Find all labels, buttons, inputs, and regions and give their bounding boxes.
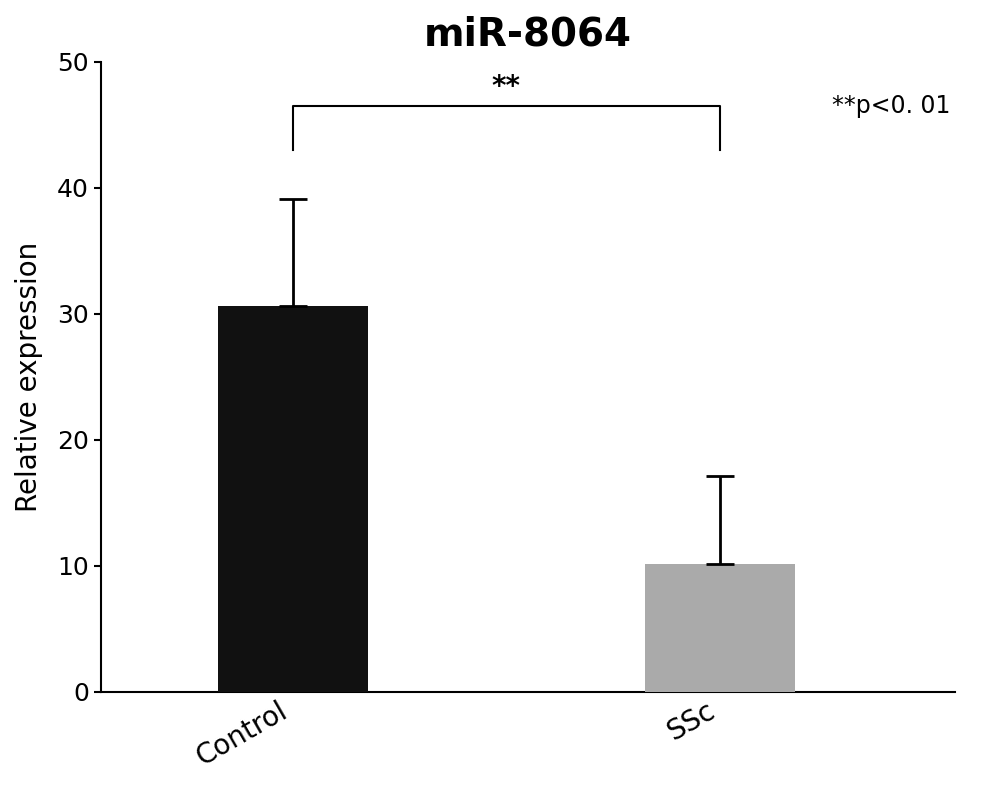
Text: **: ** xyxy=(492,73,521,101)
Bar xyxy=(218,306,368,692)
Bar xyxy=(645,564,795,692)
Text: **p<0. 01: **p<0. 01 xyxy=(832,94,950,119)
Title: miR-8064: miR-8064 xyxy=(424,15,632,53)
Y-axis label: Relative expression: Relative expression xyxy=(15,241,43,512)
